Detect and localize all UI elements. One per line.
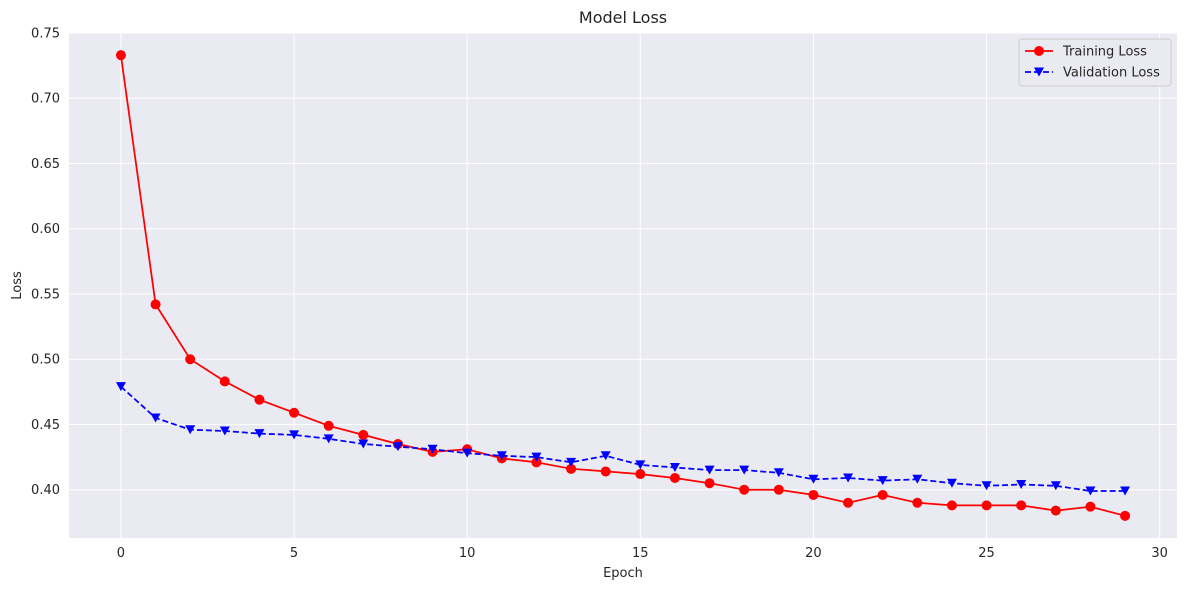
data-point-training — [115, 50, 126, 61]
data-point-training — [185, 354, 196, 365]
data-point-validation — [1085, 486, 1096, 496]
data-point-validation — [669, 463, 680, 473]
data-point-training — [1085, 501, 1096, 512]
chart-title: Model Loss — [579, 8, 667, 27]
y-tick-label: 0.55 — [31, 287, 60, 302]
y-tick-label: 0.50 — [31, 353, 60, 368]
data-point-validation — [462, 448, 473, 458]
data-point-training — [219, 376, 230, 387]
y-tick-label: 0.70 — [31, 92, 60, 107]
data-point-validation — [115, 382, 126, 392]
data-point-validation — [289, 430, 300, 440]
data-point-validation — [635, 460, 646, 470]
data-point-validation — [254, 429, 265, 439]
data-point-training — [635, 469, 646, 480]
data-point-validation — [739, 465, 750, 475]
data-point-training — [1120, 510, 1131, 521]
data-point-validation — [496, 451, 507, 461]
legend-box — [1018, 38, 1172, 87]
data-point-training — [704, 478, 715, 489]
data-point-training — [600, 466, 611, 477]
legend-label-training: Training Loss — [1062, 45, 1147, 60]
data-point-validation — [912, 474, 923, 484]
grid-lines — [69, 32, 1177, 538]
y-tick-label: 0.75 — [31, 27, 60, 42]
data-point-validation — [877, 476, 888, 486]
data-point-training — [531, 457, 542, 468]
data-point-validation — [946, 478, 957, 488]
x-tick-label: 30 — [1151, 546, 1168, 561]
legend: Training Loss Validation Loss — [1018, 38, 1172, 87]
data-point-training — [566, 463, 577, 474]
data-point-training — [289, 407, 300, 418]
data-point-validation — [392, 442, 403, 452]
data-point-training — [946, 500, 957, 511]
data-point-validation — [531, 452, 542, 462]
data-point-validation — [704, 465, 715, 475]
data-point-training — [773, 484, 784, 495]
y-tick-label: 0.65 — [31, 157, 60, 172]
plot-background — [69, 33, 1177, 538]
data-point-training — [808, 489, 819, 500]
x-tick-label: 10 — [459, 546, 476, 561]
data-point-validation — [1050, 481, 1061, 491]
data-point-validation — [1120, 486, 1131, 496]
data-point-validation — [185, 425, 196, 435]
y-tick-label: 0.40 — [31, 483, 60, 498]
y-tick-label: 0.45 — [31, 418, 60, 433]
data-point-validation — [427, 444, 438, 454]
data-point-validation — [150, 413, 161, 423]
x-tick-label: 15 — [632, 546, 649, 561]
x-axis-label: Epoch — [603, 566, 643, 581]
y-tick-label: 0.60 — [31, 222, 60, 237]
series-line-1 — [120, 385, 1126, 492]
data-point-validation — [1016, 479, 1027, 489]
data-point-training — [877, 489, 888, 500]
x-tick-label: 0 — [117, 546, 125, 561]
data-point-training — [1016, 500, 1027, 511]
data-point-validation — [358, 439, 369, 449]
data-point-training — [1050, 505, 1061, 516]
x-tick-labels: 0 5 10 15 20 25 30 — [117, 546, 1168, 561]
x-tick-label: 20 — [805, 546, 822, 561]
data-point-training — [843, 497, 854, 508]
series-layer — [115, 50, 1131, 521]
data-point-training — [323, 420, 334, 431]
x-tick-label: 5 — [290, 546, 298, 561]
data-point-validation — [843, 473, 854, 483]
data-point-training — [739, 484, 750, 495]
data-point-validation — [808, 474, 819, 484]
legend-marker-validation — [1034, 67, 1044, 77]
data-point-validation — [773, 468, 784, 478]
legend-label-validation: Validation Loss — [1063, 66, 1160, 81]
y-tick-labels: 0.40 0.45 0.50 0.55 0.60 0.65 0.70 0.75 — [31, 27, 60, 499]
data-point-training — [358, 429, 369, 440]
legend-marker-training — [1034, 46, 1044, 56]
data-point-training — [150, 299, 161, 310]
x-tick-label: 25 — [978, 546, 995, 561]
data-point-training — [981, 500, 992, 511]
data-point-validation — [981, 481, 992, 491]
data-point-validation — [323, 434, 334, 444]
y-axis-label: Loss — [10, 271, 25, 300]
data-point-validation — [600, 451, 611, 461]
data-point-training — [669, 472, 680, 483]
data-point-training — [254, 394, 265, 405]
data-point-training — [912, 497, 923, 508]
data-point-validation — [566, 457, 577, 467]
data-point-validation — [219, 426, 230, 436]
series-line-0 — [120, 55, 1126, 517]
